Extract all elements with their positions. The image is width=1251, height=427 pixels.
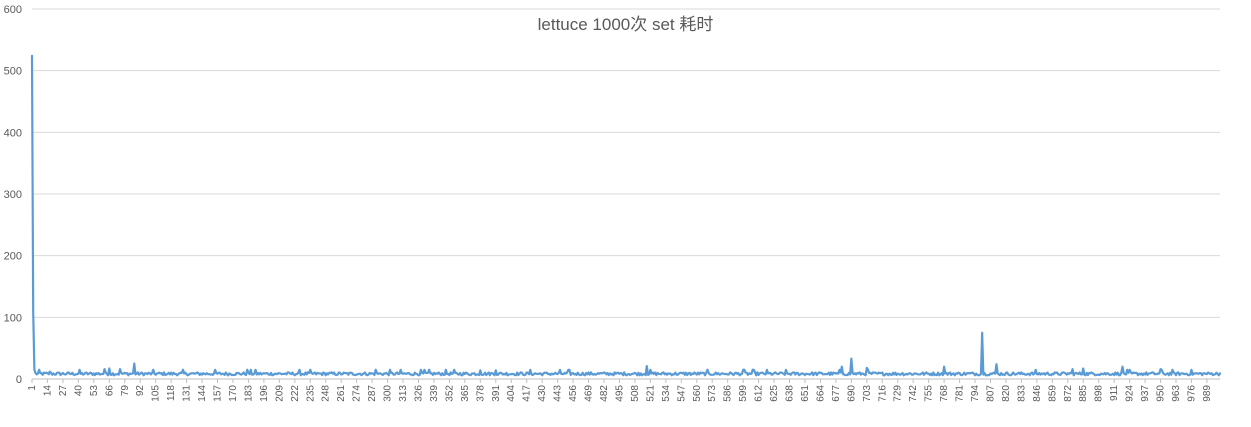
x-tick-label: 560 — [692, 385, 703, 402]
x-tick-label: 391 — [491, 385, 502, 402]
x-tick-label: 170 — [228, 385, 239, 402]
y-tick-label: 300 — [4, 189, 22, 201]
x-tick-label: 131 — [182, 385, 193, 402]
x-axis: 1 14 27 40 53 66 79 92 105 118 131 144 157 170 183 196 2… — [27, 379, 1213, 402]
x-tick-label: 378 — [475, 385, 486, 402]
x-tick-label: 742 — [908, 385, 919, 402]
x-tick-label: 482 — [599, 385, 610, 402]
x-tick-label: 14 — [42, 385, 53, 397]
x-tick-label: 872 — [1063, 385, 1074, 402]
x-tick-label: 937 — [1140, 385, 1151, 402]
gridlines — [32, 8, 1220, 380]
x-tick-label: 508 — [630, 385, 641, 402]
chart-title: lettuce 1000次 set 耗时 — [537, 15, 714, 34]
y-tick-label: 600 — [4, 4, 22, 16]
x-tick-label: 716 — [877, 385, 888, 402]
x-tick-label: 196 — [259, 385, 270, 402]
x-tick-label: 274 — [352, 385, 363, 402]
x-tick-label: 911 — [1109, 385, 1120, 401]
x-tick-label: 1 — [27, 385, 38, 391]
x-tick-label: 339 — [429, 385, 440, 402]
x-tick-label: 430 — [537, 385, 548, 402]
x-tick-label: 885 — [1078, 385, 1089, 402]
x-tick-label: 443 — [553, 385, 564, 402]
y-tick-label: 100 — [4, 312, 22, 324]
x-tick-label: 365 — [460, 385, 471, 402]
x-tick-label: 794 — [970, 385, 981, 402]
x-tick-label: 807 — [985, 385, 996, 402]
x-tick-label: 768 — [939, 385, 950, 402]
x-tick-label: 898 — [1094, 385, 1105, 402]
x-tick-label: 612 — [754, 385, 765, 402]
x-tick-label: 677 — [831, 385, 842, 402]
x-tick-label: 248 — [321, 385, 332, 402]
x-tick-label: 326 — [413, 385, 424, 402]
x-tick-label: 534 — [661, 385, 672, 402]
x-tick-label: 989 — [1202, 385, 1213, 402]
x-tick-label: 833 — [1016, 385, 1027, 402]
series-layer — [30, 54, 1222, 377]
y-tick-label: 0 — [16, 374, 22, 386]
x-tick-label: 820 — [1001, 385, 1012, 402]
x-tick-label: 352 — [444, 385, 455, 402]
y-axis: 0 100 200 300 400 500 600 — [4, 4, 22, 386]
x-tick-label: 586 — [723, 385, 734, 402]
x-tick-label: 469 — [584, 385, 595, 402]
x-tick-label: 118 — [166, 385, 177, 401]
x-tick-label: 92 — [135, 385, 146, 397]
y-tick-label: 500 — [4, 66, 22, 78]
x-tick-label: 521 — [645, 385, 656, 402]
x-tick-label: 456 — [568, 385, 579, 402]
x-tick-label: 417 — [522, 385, 533, 402]
x-tick-label: 404 — [506, 385, 517, 402]
x-tick-label: 313 — [398, 385, 409, 402]
x-tick-label: 209 — [274, 385, 285, 402]
x-tick-label: 547 — [676, 385, 687, 402]
x-tick-label: 729 — [893, 385, 904, 402]
x-tick-label: 27 — [58, 385, 69, 397]
x-tick-label: 573 — [707, 385, 718, 402]
x-tick-label: 222 — [290, 385, 301, 402]
x-tick-label: 599 — [738, 385, 749, 402]
series-line — [30, 54, 1222, 377]
x-tick-label: 53 — [89, 385, 100, 397]
x-tick-label: 300 — [383, 385, 394, 402]
x-tick-label: 261 — [336, 385, 347, 402]
x-tick-label: 79 — [120, 385, 131, 397]
x-tick-label: 66 — [104, 385, 115, 397]
y-tick-label: 400 — [4, 127, 22, 139]
x-tick-label: 105 — [151, 385, 162, 402]
x-tick-label: 235 — [305, 385, 316, 402]
x-tick-label: 703 — [862, 385, 873, 402]
x-tick-label: 950 — [1156, 385, 1167, 402]
x-tick-label: 859 — [1047, 385, 1058, 402]
x-tick-label: 495 — [614, 385, 625, 402]
y-tick-label: 200 — [4, 251, 22, 263]
x-tick-label: 846 — [1032, 385, 1043, 402]
x-tick-label: 651 — [800, 385, 811, 402]
x-tick-label: 183 — [243, 385, 254, 402]
x-tick-label: 664 — [815, 385, 826, 402]
x-tick-label: 287 — [367, 385, 378, 402]
x-tick-label: 963 — [1171, 385, 1182, 402]
x-tick-label: 625 — [769, 385, 780, 402]
x-tick-label: 638 — [785, 385, 796, 402]
x-tick-label: 755 — [924, 385, 935, 402]
x-tick-label: 157 — [213, 385, 224, 402]
x-tick-label: 144 — [197, 385, 208, 402]
x-tick-label: 40 — [73, 385, 84, 397]
x-tick-label: 924 — [1125, 385, 1136, 402]
x-tick-label: 781 — [955, 385, 966, 402]
x-tick-label: 976 — [1186, 385, 1197, 402]
x-tick-label: 690 — [846, 385, 857, 402]
